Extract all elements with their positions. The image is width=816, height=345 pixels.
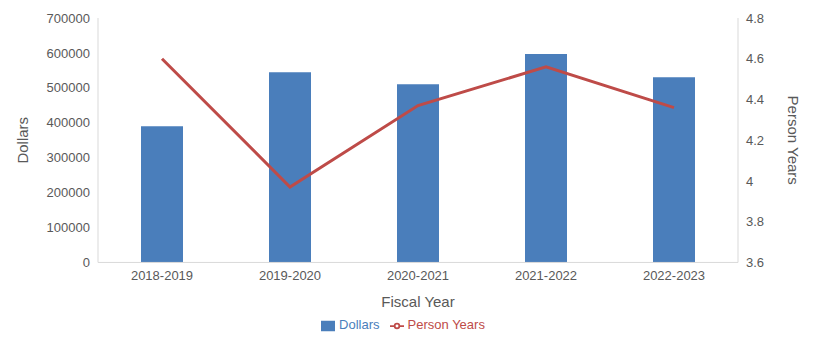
svg-text:2022-2023: 2022-2023 <box>643 268 705 283</box>
svg-text:4.2: 4.2 <box>746 133 764 148</box>
svg-text:300000: 300000 <box>47 150 90 165</box>
svg-text:2021-2022: 2021-2022 <box>515 268 577 283</box>
svg-text:4: 4 <box>746 174 753 189</box>
svg-text:400000: 400000 <box>47 115 90 130</box>
html-text:Dollars: Dollars <box>339 317 380 333</box>
svg-text:0: 0 <box>83 255 90 270</box>
svg-text:4.6: 4.6 <box>746 51 764 66</box>
svg-text:100000: 100000 <box>47 220 90 235</box>
html-text:Person Years: Person Years <box>407 317 485 333</box>
svg-text:3.6: 3.6 <box>746 255 764 270</box>
svg-text:4.8: 4.8 <box>746 11 764 26</box>
svg-text:500000: 500000 <box>47 80 90 95</box>
svg-text:4.4: 4.4 <box>746 92 764 107</box>
svg-text:Person Years: Person Years <box>785 96 802 185</box>
svg-text:600000: 600000 <box>47 46 90 61</box>
svg-text:200000: 200000 <box>47 185 90 200</box>
svg-text:Dollars: Dollars <box>14 117 31 164</box>
svg-text:2020-2021: 2020-2021 <box>387 268 449 283</box>
svg-text:700000: 700000 <box>47 11 90 26</box>
svg-text:2019-2020: 2019-2020 <box>259 268 321 283</box>
svg-text:2018-2019: 2018-2019 <box>131 268 193 283</box>
svg-text:3.8: 3.8 <box>746 214 764 229</box>
svg-text:Fiscal Year: Fiscal Year <box>381 293 454 310</box>
